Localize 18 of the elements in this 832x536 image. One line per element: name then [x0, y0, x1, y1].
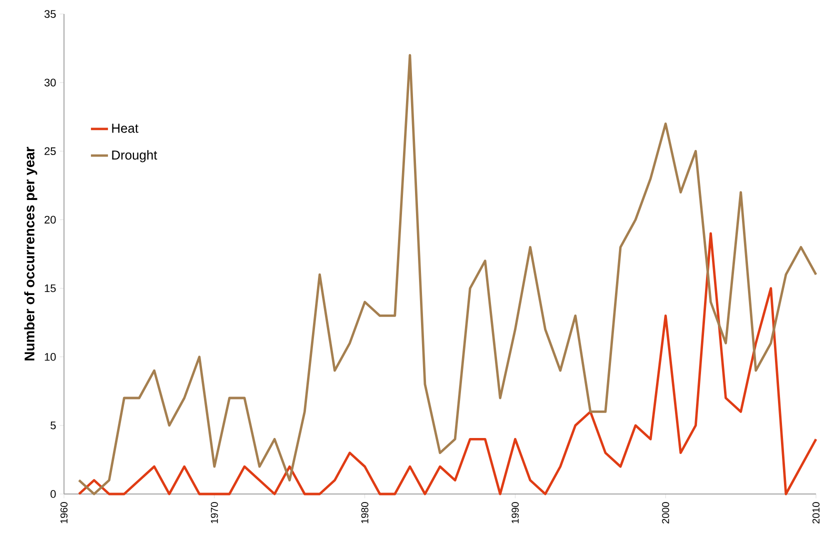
y-tick-label: 15	[44, 284, 56, 292]
y-tick-label: 25	[44, 147, 56, 156]
y-axis-title: Number of occurrences per year	[24, 146, 38, 360]
x-tick-label: 1980	[361, 502, 368, 524]
x-tick-label: 1960	[60, 502, 68, 524]
y-tick-label: 35	[44, 10, 56, 18]
line-series	[78, 54, 818, 496]
x-tick-label: 1990	[512, 502, 519, 524]
y-tick-label: 20	[44, 216, 56, 224]
y-tick-label: 5	[50, 422, 56, 430]
x-tick-label: 2000	[662, 502, 670, 524]
y-tick-label: 0	[50, 490, 56, 498]
x-tick-label: 2010	[812, 502, 820, 524]
legend-label: Heat	[112, 124, 138, 133]
y-tick-label: 30	[44, 78, 56, 86]
y-tick-label: 10	[44, 352, 56, 361]
x-tick-label: 1970	[210, 502, 218, 524]
legend-label: Drought	[112, 150, 158, 162]
